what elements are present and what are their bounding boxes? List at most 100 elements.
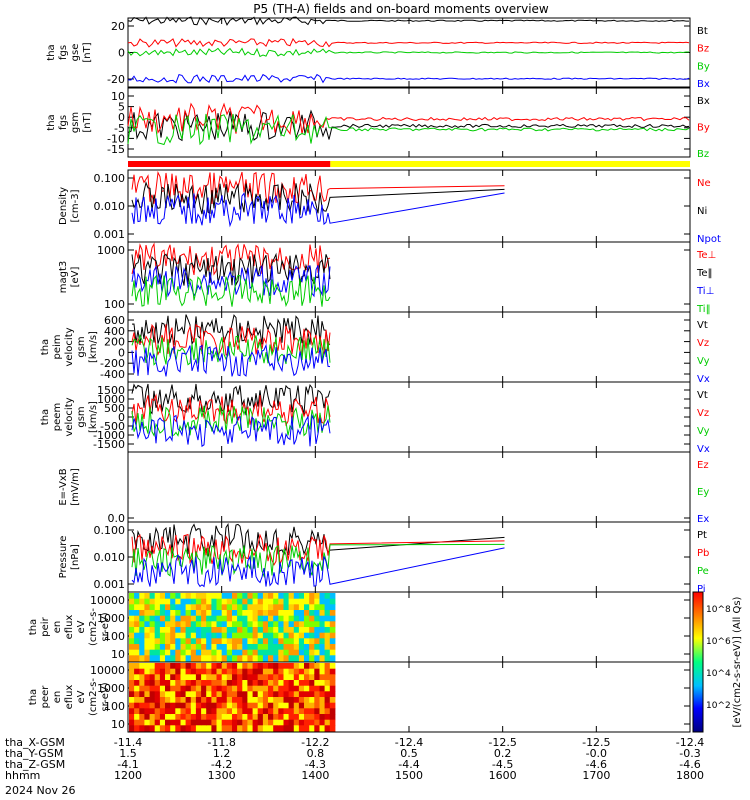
heatmap-cell bbox=[195, 627, 202, 634]
heatmap-cell bbox=[288, 627, 295, 634]
heatmap-cell bbox=[273, 702, 279, 709]
heatmap-cell bbox=[237, 714, 243, 721]
heatmap-cell bbox=[175, 632, 181, 639]
heatmap-cell bbox=[201, 663, 207, 670]
heatmap-cell bbox=[206, 725, 212, 732]
heatmap-cell bbox=[154, 702, 161, 709]
heatmap-cell bbox=[262, 644, 269, 651]
heatmap-cell bbox=[298, 685, 305, 692]
heatmap-cell bbox=[268, 644, 274, 651]
heatmap-cell bbox=[298, 691, 305, 698]
heatmap-cell bbox=[159, 714, 166, 721]
y-axis-label: eflux bbox=[64, 685, 75, 710]
y-tick-label: 10000 bbox=[90, 664, 125, 677]
ephemeris-value: -12.4 bbox=[676, 736, 704, 749]
heatmap-cell bbox=[206, 685, 212, 692]
heatmap-cell bbox=[314, 674, 320, 681]
heatmap-cell bbox=[314, 615, 320, 622]
heatmap-cell bbox=[139, 615, 145, 622]
heatmap-cell bbox=[170, 638, 176, 645]
heatmap-cell bbox=[329, 719, 336, 726]
heatmap-cell bbox=[226, 714, 233, 721]
heatmap-cell bbox=[304, 615, 310, 622]
legend-entry: Pt bbox=[697, 530, 707, 541]
heatmap-cell bbox=[144, 668, 150, 675]
heatmap-cell bbox=[309, 649, 315, 656]
heatmap-cell bbox=[149, 674, 156, 681]
heatmap-cell bbox=[293, 638, 300, 645]
y-axis-label: tha bbox=[46, 114, 57, 130]
heatmap-cell bbox=[309, 655, 315, 662]
legend-entry: Ni bbox=[697, 206, 707, 217]
heatmap-cell bbox=[139, 668, 145, 675]
heatmap-cell bbox=[165, 691, 171, 698]
colorbar-label: [eV/(cm2-s-sr-eV)] (All Qs) bbox=[732, 596, 743, 727]
heatmap-cell bbox=[129, 627, 135, 634]
ephemeris-value: 1200 bbox=[114, 769, 142, 782]
series-Vx bbox=[131, 413, 331, 448]
heatmap-cell bbox=[170, 598, 176, 605]
heatmap-cell bbox=[252, 655, 259, 662]
heatmap-cell bbox=[232, 697, 238, 704]
heatmap-cell bbox=[201, 668, 207, 675]
heatmap-cell bbox=[247, 627, 253, 634]
heatmap-cell bbox=[273, 655, 279, 662]
heatmap-cell bbox=[170, 632, 176, 639]
heatmap-cell bbox=[159, 598, 166, 605]
heatmap-cell bbox=[232, 680, 238, 687]
legend-entry: By bbox=[697, 61, 710, 72]
heatmap-cell bbox=[221, 598, 228, 605]
series-Vz bbox=[131, 323, 331, 357]
heatmap-cell bbox=[185, 663, 192, 670]
heatmap-cell bbox=[242, 593, 248, 600]
heatmap-cell bbox=[247, 685, 253, 692]
heatmap-cell bbox=[283, 725, 290, 732]
heatmap-cell bbox=[288, 714, 295, 721]
heatmap-cell bbox=[242, 691, 248, 698]
heatmap-cell bbox=[144, 697, 150, 704]
heatmap-cell bbox=[144, 725, 150, 732]
heatmap-cell bbox=[165, 644, 171, 651]
heatmap-cell bbox=[324, 649, 331, 656]
heatmap-cell bbox=[257, 685, 264, 692]
legend-entry: Ne bbox=[697, 178, 711, 189]
y-axis-label: tha bbox=[28, 619, 39, 635]
heatmap-cell bbox=[257, 719, 264, 726]
heatmap-cell bbox=[262, 610, 269, 617]
heatmap-cell bbox=[288, 638, 295, 645]
heatmap-cell bbox=[195, 663, 202, 670]
heatmap-cell bbox=[165, 719, 171, 726]
heatmap-cell bbox=[329, 655, 336, 662]
heatmap-cell bbox=[170, 725, 176, 732]
heatmap-cell bbox=[252, 604, 259, 611]
legend-entry: Vz bbox=[697, 338, 709, 349]
ephemeris-row-label: tha_Z-GSM bbox=[5, 758, 65, 771]
heatmap-cell bbox=[180, 615, 187, 622]
heatmap-cell bbox=[170, 668, 176, 675]
heatmap-cell bbox=[165, 680, 171, 687]
heatmap-cell bbox=[283, 593, 290, 600]
heatmap-cell bbox=[175, 708, 181, 715]
heatmap-cell bbox=[129, 668, 135, 675]
heatmap-cell bbox=[309, 680, 315, 687]
ephemeris-value: -0.3 bbox=[679, 747, 700, 760]
heatmap-cell bbox=[252, 668, 259, 675]
heatmap-cell bbox=[165, 632, 171, 639]
heatmap-cell bbox=[304, 655, 310, 662]
heatmap-cell bbox=[242, 638, 248, 645]
heatmap-cell bbox=[329, 621, 336, 628]
heatmap-cell bbox=[304, 697, 310, 704]
heatmap-cell bbox=[304, 702, 310, 709]
heatmap-cell bbox=[324, 655, 331, 662]
heatmap-cell bbox=[237, 644, 243, 651]
series-Vy bbox=[131, 333, 331, 366]
heatmap-cell bbox=[319, 714, 326, 721]
heatmap-cell bbox=[149, 593, 156, 600]
heatmap-cell bbox=[278, 714, 284, 721]
heatmap-cell bbox=[129, 610, 135, 617]
heatmap-cell bbox=[314, 685, 320, 692]
heatmap-cell bbox=[278, 668, 284, 675]
heatmap-cell bbox=[144, 674, 150, 681]
heatmap-cell bbox=[206, 644, 212, 651]
